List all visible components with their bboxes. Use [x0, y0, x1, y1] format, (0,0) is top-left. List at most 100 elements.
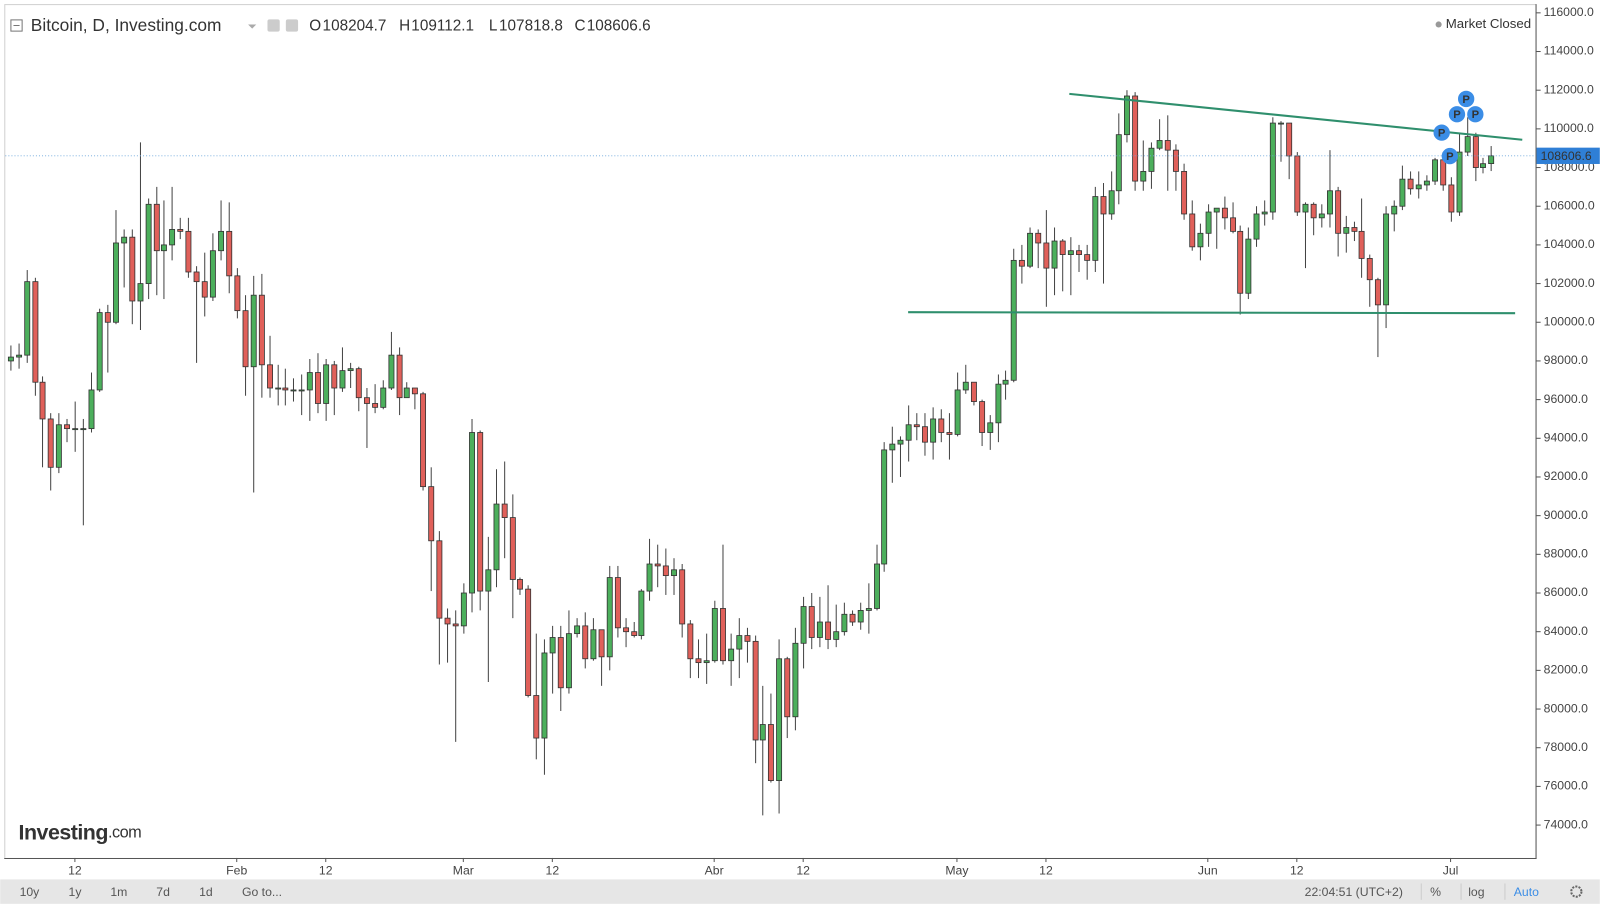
candle-body [1253, 213, 1260, 240]
candle-body [825, 621, 832, 640]
dropdown-arrow[interactable] [248, 24, 257, 29]
candle-body [533, 695, 540, 739]
candle-body [420, 393, 427, 488]
y-tick-label: 112000.0 [1544, 82, 1594, 96]
event-marker-circle [1467, 106, 1484, 123]
event-marker[interactable]: P [1467, 106, 1484, 123]
candle-body [32, 281, 39, 383]
candle-body [275, 387, 282, 390]
candle-body [323, 364, 330, 404]
candle-body [1310, 203, 1317, 219]
candle-body [1230, 217, 1237, 232]
last-price-label: 108606.6 [1541, 149, 1592, 163]
y-tick-label: 80000.0 [1544, 701, 1588, 715]
candle-body [169, 229, 176, 246]
candle-body [396, 354, 403, 399]
x-tick-label: 12 [1290, 863, 1304, 877]
candle-body [80, 428, 87, 431]
candle-body [792, 642, 799, 718]
candle-body [7, 356, 14, 362]
clock: 22:04:51 (UTC+2) [1305, 885, 1403, 899]
candle-body [72, 428, 79, 431]
toolbar-button[interactable]: 1d [199, 885, 213, 899]
candle-body [970, 381, 977, 402]
toolbar-button[interactable]: log [1468, 885, 1485, 899]
candle-body [24, 281, 31, 356]
toolbar-button[interactable]: 7d [156, 885, 170, 899]
candle-body [1027, 232, 1034, 267]
candle-body [201, 281, 208, 298]
toolbar-button[interactable]: 10y [20, 885, 41, 899]
candle-body [954, 389, 961, 435]
candle-body [1115, 134, 1122, 192]
toolbar-button[interactable]: 1m [110, 885, 127, 899]
candle-body [631, 631, 638, 636]
candle-body [687, 623, 694, 660]
event-marker[interactable]: P [1441, 147, 1459, 165]
candle-body [808, 606, 815, 638]
candle-body [1100, 196, 1107, 215]
toolbar-button[interactable]: 1y [69, 885, 83, 899]
candle-body [1261, 211, 1268, 215]
candle-body [995, 383, 1002, 424]
candle-body [1140, 171, 1147, 182]
candle-body [1391, 205, 1398, 215]
candle-body [1327, 190, 1333, 215]
candle-body [517, 579, 523, 590]
candle-body [113, 242, 119, 323]
candle-body [1245, 238, 1252, 294]
toolbar-button[interactable]: % [1430, 885, 1441, 899]
collapse-icon[interactable] [10, 19, 23, 32]
candle-body [55, 424, 62, 468]
candle-body [525, 588, 532, 696]
candle-body [711, 608, 718, 662]
x-tick-label: Jun [1198, 863, 1218, 877]
candle-body [226, 230, 233, 277]
event-marker-label: P [1462, 94, 1470, 106]
candle-body [193, 271, 200, 283]
candle-body [849, 613, 856, 623]
event-marker[interactable]: P [1433, 124, 1450, 141]
candle-body [153, 203, 160, 252]
candle-body [177, 229, 184, 232]
candle-body [1156, 140, 1163, 149]
x-tick-label: Abr [705, 863, 724, 877]
y-tick-label: 104000.0 [1544, 237, 1595, 251]
candle-body [557, 637, 564, 689]
candle-body [654, 563, 661, 567]
candle-body [598, 629, 605, 658]
settings-icon[interactable] [267, 19, 280, 32]
candle-body [1472, 136, 1479, 168]
candle-body [347, 368, 354, 372]
candle-body [565, 633, 572, 689]
event-marker[interactable]: P [1458, 90, 1475, 108]
candle-body [541, 652, 548, 739]
candle-body [339, 370, 346, 389]
candle-body [1002, 379, 1009, 385]
candle-body [930, 418, 937, 443]
candle-body [452, 623, 459, 627]
candle-body [88, 389, 95, 430]
candle-body [258, 294, 265, 366]
candle-body [897, 439, 904, 445]
candle-body [776, 658, 783, 782]
settings-icon[interactable] [285, 19, 299, 32]
toolbar-button[interactable]: Auto [1514, 885, 1539, 899]
candle-body [784, 658, 791, 718]
y-tick-label: 106000.0 [1544, 198, 1595, 212]
candle-body [582, 625, 589, 660]
candle-body [185, 230, 192, 273]
candle-body [606, 577, 613, 658]
candle-body [938, 418, 945, 433]
candle-body [1010, 259, 1017, 381]
event-marker[interactable]: P [1448, 106, 1466, 123]
event-marker-circle [1433, 124, 1450, 141]
candle-body [614, 577, 621, 629]
toolbar-button[interactable]: Go to... [242, 885, 282, 899]
candle-body [962, 381, 969, 391]
x-tick-label: Mar [453, 863, 474, 877]
settings-gear[interactable] [1570, 885, 1583, 898]
candle-body [833, 631, 840, 640]
candle-body [1237, 230, 1244, 294]
